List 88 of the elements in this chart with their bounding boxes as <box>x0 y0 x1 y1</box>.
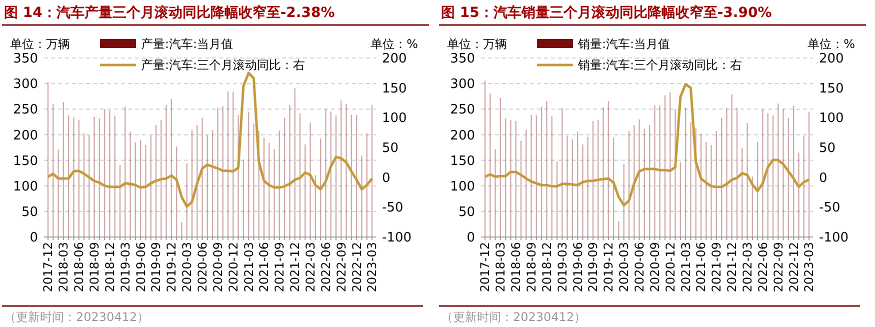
x-tick-label: 2019-09 <box>149 242 164 292</box>
x-tick-label: 2023-03 <box>365 242 380 292</box>
x-tick-label: 2018-03 <box>56 242 71 292</box>
y-axis-title: 单位：万辆 <box>447 37 507 51</box>
y2-tick-label: 150 <box>382 81 407 96</box>
legend-label: 销量:汽车:当月值 <box>577 37 670 52</box>
x-tick-label: 2021-09 <box>272 242 287 292</box>
legend-label: 产量:汽车:三个月滚动同比：右 <box>141 58 306 72</box>
x-tick-label: 2023-03 <box>802 242 816 292</box>
y-tick-label: 150 <box>13 154 38 169</box>
x-tick-label: 2020-06 <box>195 242 210 292</box>
x-tick-label: 2022-06 <box>318 242 333 292</box>
y2-tick-label: 50 <box>819 141 836 156</box>
x-tick-label: 2021-03 <box>678 242 693 292</box>
legend-label: 销量:汽车:三个月滚动同比：右 <box>577 58 742 72</box>
x-tick-label: 2022-03 <box>303 242 318 292</box>
x-tick-label: 2018-06 <box>509 242 524 292</box>
x-tick-label: 2020-03 <box>617 242 632 292</box>
chart-title: 图 15：汽车销量三个月滚动同比降幅收窄至-3.90% <box>441 4 772 21</box>
y2-tick-label: 200 <box>382 52 407 67</box>
x-tick-label: 2020-12 <box>226 242 240 292</box>
y2-tick-label: 0 <box>819 170 828 186</box>
x-tick-label: 2018-12 <box>102 242 117 292</box>
x-tick-label: 2020-12 <box>663 242 678 292</box>
chart-title: 图 14：汽车产量三个月滚动同比降幅收窄至-2.38% <box>4 4 335 21</box>
x-tick-label: 2020-03 <box>180 242 194 292</box>
y2-tick-label: -100 <box>382 230 412 246</box>
x-tick-label: 2019-03 <box>555 242 570 292</box>
text: （更新时间：20230412） <box>441 310 586 324</box>
x-tick-label: 2020-09 <box>210 242 225 292</box>
y-tick-label: 250 <box>450 102 475 118</box>
y-tick-label: 250 <box>13 102 38 118</box>
x-tick-label: 2019-12 <box>164 242 179 292</box>
x-tick-label: 2020-06 <box>632 242 646 292</box>
y2-tick-label: 100 <box>382 111 407 126</box>
y-tick-label: 0 <box>466 230 475 246</box>
x-tick-label: 2021-06 <box>257 242 272 292</box>
y2-tick-label: -100 <box>819 230 849 246</box>
x-tick-label: 2022-09 <box>334 242 348 292</box>
y2-tick-label: 200 <box>819 52 844 67</box>
y-tick-label: 100 <box>13 179 38 194</box>
x-tick-label: 2022-12 <box>350 242 364 292</box>
x-tick-label: 2021-03 <box>242 242 256 292</box>
y-tick-label: 200 <box>13 128 38 144</box>
y-tick-label: 150 <box>450 154 475 169</box>
x-tick-label: 2019-09 <box>586 242 600 292</box>
y2-tick-label: -50 <box>819 200 840 216</box>
y-tick-label: 350 <box>13 52 38 67</box>
line-series <box>484 83 810 207</box>
x-tick-label: 2021-12 <box>725 242 740 292</box>
y-tick-label: 0 <box>30 230 38 246</box>
y-tick-label: 300 <box>13 77 38 92</box>
y-axis-title: 单位：万辆 <box>10 37 70 51</box>
y-tick-label: 50 <box>21 204 38 220</box>
x-tick-label: 2019-03 <box>118 242 132 292</box>
x-tick-label: 2022-09 <box>771 242 786 292</box>
x-tick-label: 2022-12 <box>786 242 801 292</box>
y-tick-label: 50 <box>458 204 475 220</box>
x-tick-label: 2018-09 <box>87 242 102 292</box>
x-tick-label: 2019-06 <box>134 242 148 292</box>
x-tick-label: 2020-09 <box>648 242 662 292</box>
legend-label: 产量:汽车:当月值 <box>141 37 234 52</box>
x-tick-label: 2022-06 <box>756 242 770 292</box>
y-tick-label: 350 <box>450 52 475 67</box>
x-tick-label: 2019-12 <box>602 242 616 292</box>
x-tick-label: 2018-03 <box>494 242 508 292</box>
y-tick-label: 100 <box>450 179 475 194</box>
text: （更新时间：20230412） <box>4 310 150 324</box>
x-tick-label: 2022-03 <box>740 242 754 292</box>
x-tick-label: 2019-06 <box>570 242 585 292</box>
x-tick-label: 2017-12 <box>478 242 492 292</box>
y2-tick-label: 50 <box>382 141 399 156</box>
x-tick-label: 2018-06 <box>72 242 86 292</box>
x-tick-label: 2017-12 <box>41 242 56 292</box>
line-series <box>46 72 374 208</box>
y2-axis-title: 单位：% <box>808 37 855 51</box>
x-tick-label: 2018-12 <box>540 242 554 292</box>
x-tick-label: 2021-09 <box>710 242 724 292</box>
x-tick-label: 2021-06 <box>694 242 708 292</box>
y2-axis-title: 单位：% <box>370 37 418 51</box>
y2-tick-label: -50 <box>382 200 404 216</box>
y2-tick-label: 150 <box>819 81 844 96</box>
x-tick-label: 2021-12 <box>288 242 302 292</box>
y2-tick-label: 100 <box>819 111 844 126</box>
x-tick-label: 2018-09 <box>524 242 538 292</box>
y2-tick-label: 0 <box>382 170 390 186</box>
y-tick-label: 300 <box>450 77 475 92</box>
y-tick-label: 200 <box>450 128 475 144</box>
